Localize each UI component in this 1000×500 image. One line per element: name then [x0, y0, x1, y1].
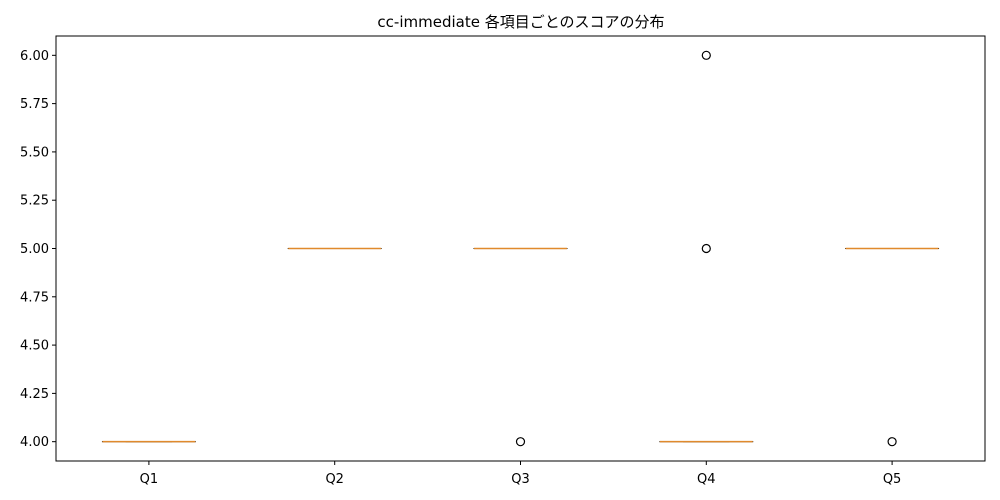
y-axis: 4.00 4.25 4.50 4.75 5.00 5.25 5.50 5.75 6.00 — [20, 49, 56, 450]
y-tick-label: 5.50 — [20, 145, 49, 160]
outlier-point — [515, 437, 526, 447]
y-tick-label: 5.75 — [20, 97, 49, 112]
x-tick-label: Q5 — [883, 472, 902, 487]
boxes-layer — [101, 50, 940, 447]
x-tick-label: Q2 — [325, 472, 344, 487]
box-q3 — [473, 247, 568, 447]
box-q4 — [659, 50, 754, 443]
y-tick-label: 4.50 — [20, 339, 49, 354]
x-axis: Q1 Q2 Q3 Q4 Q5 — [140, 461, 902, 487]
x-tick-label: Q1 — [140, 472, 159, 487]
y-tick-label: 4.25 — [20, 387, 49, 402]
outlier-point — [701, 50, 711, 60]
y-tick-label: 6.00 — [20, 49, 49, 64]
chart-title: cc-immediate 各項目ごとのスコアの分布 — [377, 13, 664, 31]
x-tick-label: Q4 — [697, 472, 716, 487]
y-tick-label: 4.75 — [20, 290, 49, 305]
y-tick-label: 5.25 — [20, 194, 49, 209]
outlier-point — [701, 243, 711, 254]
y-tick-label: 5.00 — [20, 242, 49, 257]
outlier-point — [887, 437, 897, 447]
x-tick-label: Q3 — [511, 472, 530, 487]
box-q5 — [845, 247, 940, 447]
y-tick-label: 4.00 — [20, 435, 49, 450]
